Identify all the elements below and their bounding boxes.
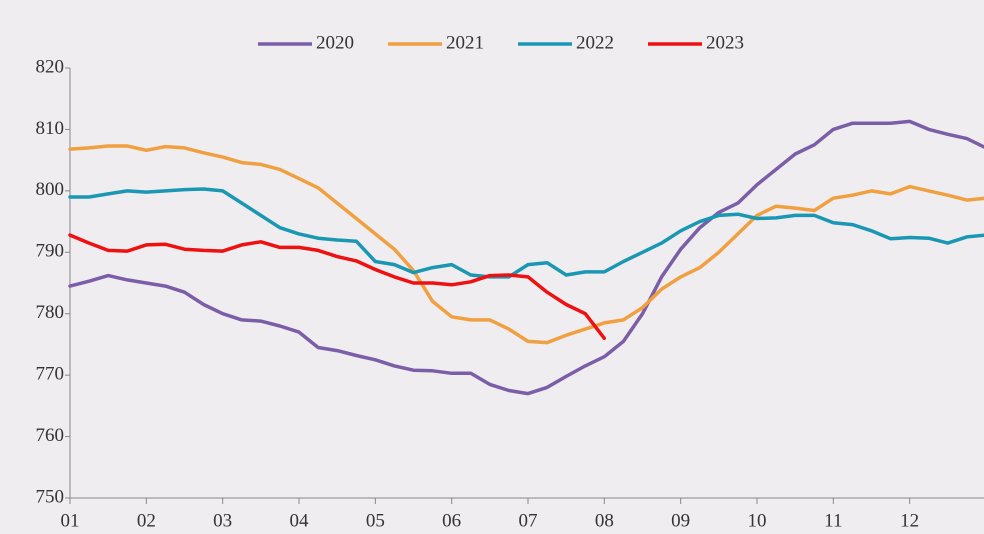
series-line [68, 233, 607, 341]
y-tick-label: 780 [36, 302, 65, 323]
legend-label: 2020 [316, 32, 354, 53]
y-tick-label: 810 [36, 118, 65, 139]
series-line [68, 187, 984, 279]
series-line [68, 144, 984, 345]
y-tick-label: 800 [36, 179, 65, 200]
x-tick-label: 08 [595, 510, 614, 531]
x-tick-label: 10 [748, 510, 767, 531]
y-tick-label: 790 [36, 241, 65, 262]
x-tick-label: 07 [519, 510, 538, 531]
y-tick-label: 750 [36, 486, 65, 507]
legend-label: 2022 [576, 32, 614, 53]
x-tick-label: 12 [900, 510, 919, 531]
series-line [68, 119, 984, 396]
x-tick-label: 04 [290, 510, 310, 531]
x-tick-label: 03 [213, 510, 232, 531]
x-tick-label: 11 [824, 510, 842, 531]
x-tick-label: 01 [61, 510, 80, 531]
x-tick-label: 09 [671, 510, 690, 531]
x-tick-label: 05 [366, 510, 385, 531]
legend-label: 2023 [706, 32, 744, 53]
x-tick-label: 06 [442, 510, 461, 531]
y-tick-label: 760 [36, 425, 65, 446]
x-tick-label: 02 [137, 510, 156, 531]
legend-label: 2021 [446, 32, 484, 53]
y-tick-label: 820 [36, 56, 65, 77]
y-tick-label: 770 [36, 364, 65, 385]
